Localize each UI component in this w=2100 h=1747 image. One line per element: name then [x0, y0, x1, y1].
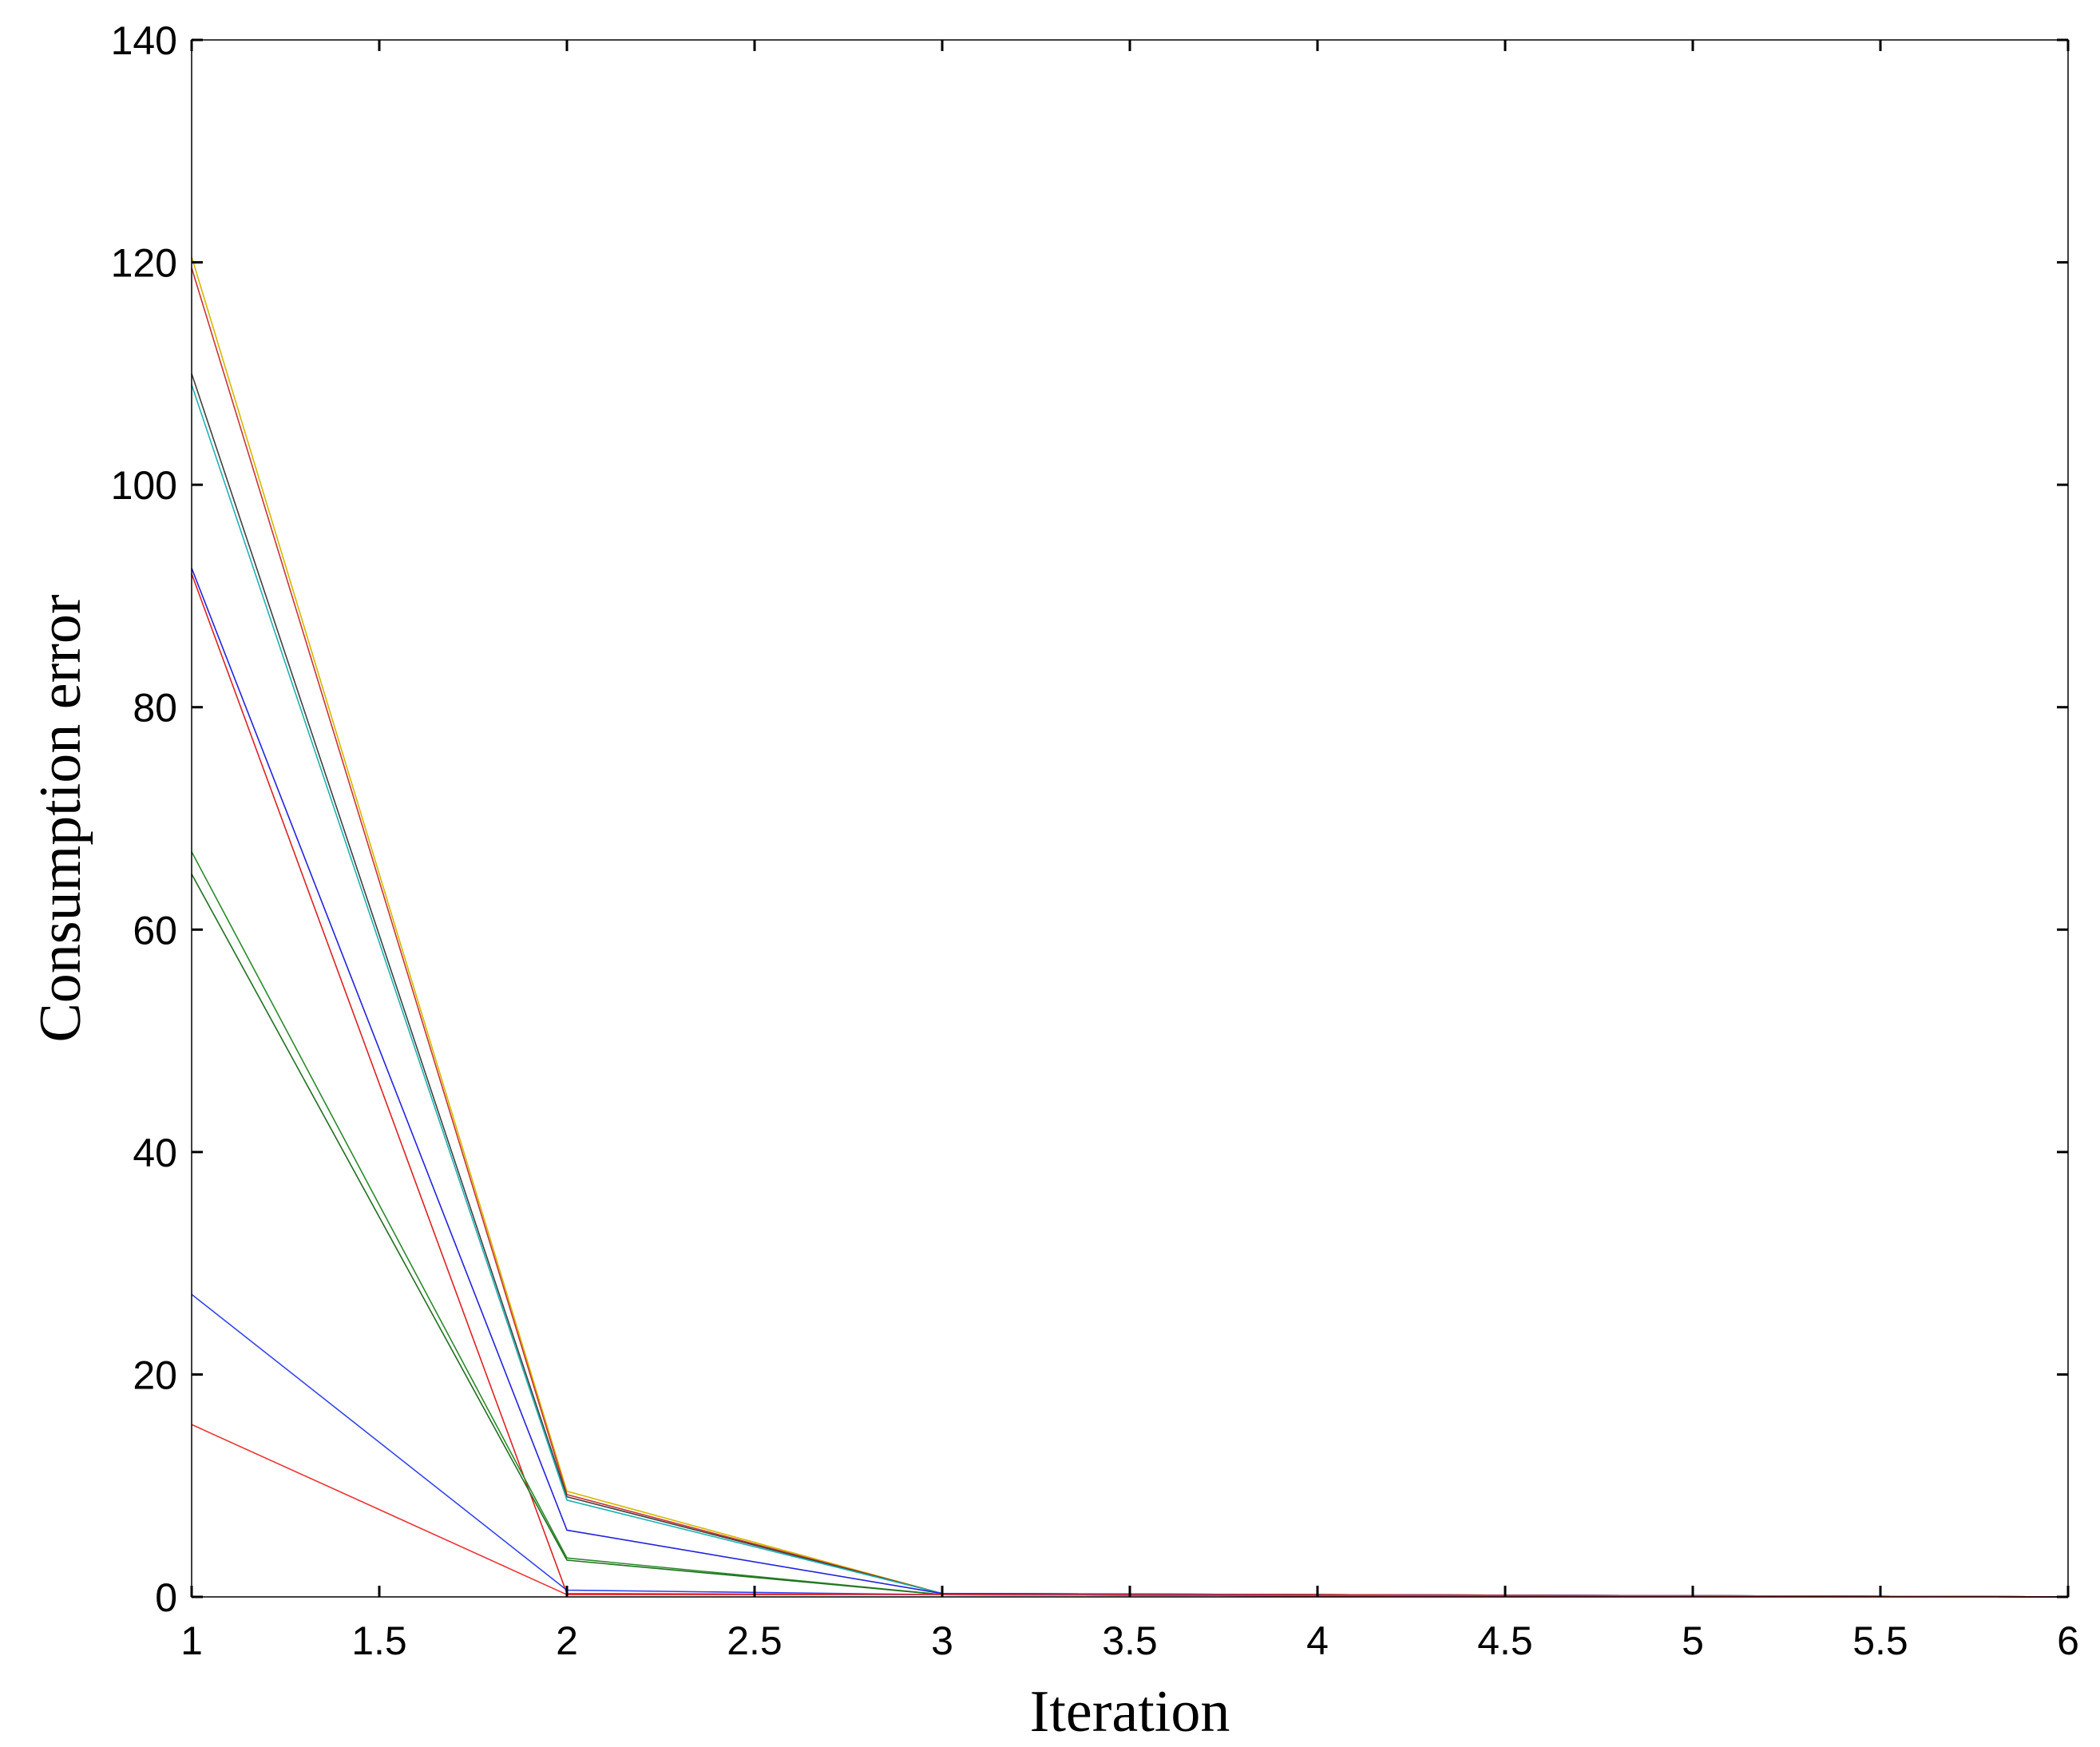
- y-axis-tick-labels: 0 20 40 60 80 100 120 140: [111, 18, 177, 1620]
- y-tick-label: 60: [133, 908, 177, 953]
- y-tick-label: 140: [111, 18, 177, 63]
- x-tick-label: 6: [2057, 1618, 2079, 1663]
- y-tick-label: 0: [155, 1575, 177, 1620]
- x-tick-label: 4.5: [1477, 1618, 1533, 1663]
- axis-ticks: [190, 38, 2070, 1598]
- x-axis-title: Iteration: [1030, 1679, 1230, 1745]
- x-tick-label: 1: [180, 1618, 203, 1663]
- x-tick-label: 3: [931, 1618, 953, 1663]
- y-tick-label: 120: [111, 241, 177, 286]
- x-tick-label: 1.5: [351, 1618, 407, 1663]
- x-tick-label: 5.5: [1852, 1618, 1908, 1663]
- x-tick-label: 5: [1682, 1618, 1704, 1663]
- x-tick-label: 2.5: [727, 1618, 783, 1663]
- y-axis-title: Consumption error: [28, 594, 93, 1042]
- y-tick-label: 80: [133, 686, 177, 731]
- y-tick-label: 20: [133, 1353, 177, 1397]
- y-tick-label: 100: [111, 463, 177, 508]
- x-tick-label: 4: [1306, 1618, 1329, 1663]
- x-tick-label: 2: [556, 1618, 578, 1663]
- y-tick-label: 40: [133, 1131, 177, 1175]
- x-tick-label: 3.5: [1102, 1618, 1158, 1663]
- x-axis-tick-labels: 1 1.5 2 2.5 3 3.5 4 4.5 5 5.5 6: [180, 1618, 2079, 1663]
